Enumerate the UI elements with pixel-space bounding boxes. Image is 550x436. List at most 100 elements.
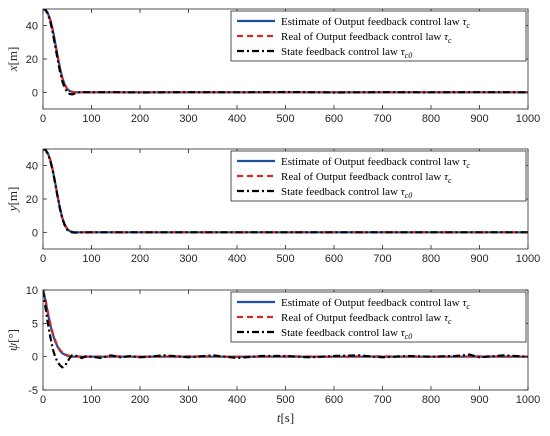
x-tick-label: 100 — [82, 113, 100, 125]
y-tick-label: 40 — [26, 21, 38, 33]
legend-label-subscript: c0 — [405, 51, 413, 60]
legend-label-tau: τ — [462, 297, 467, 309]
legend-label-text: Real of Output feedback control law — [281, 171, 444, 183]
y-axis-label-unit: [°] — [5, 329, 20, 343]
legend-label-subscript: c — [466, 21, 470, 30]
x-axis-label-unit: [s] — [280, 410, 294, 425]
y-axis-label-unit: [m] — [5, 187, 20, 206]
x-tick-label: 800 — [422, 253, 440, 265]
x-tick-label: 700 — [373, 253, 391, 265]
y-axis-label: x[m] — [5, 47, 20, 73]
x-tick-label: 300 — [179, 253, 197, 265]
y-tick-label: 20 — [26, 54, 38, 66]
legend-label-subscript: c — [448, 317, 452, 326]
series-line-3 — [43, 290, 528, 369]
x-tick-label: 100 — [82, 394, 100, 406]
legend-box — [230, 291, 527, 343]
x-tick-label: 0 — [40, 113, 46, 125]
legend-label-text: Estimate of Output feedback control law — [281, 156, 462, 168]
legend-label-tau: τ — [444, 171, 449, 183]
x-tick-label: 400 — [228, 394, 246, 406]
legend-label-subscript: c0 — [405, 191, 413, 200]
x-tick-label: 200 — [131, 394, 149, 406]
subplot-2: 0 100 200 300 400 500 600 700 800 900 1000 0 20 40 y[m… — [5, 148, 540, 265]
series-line-2 — [43, 290, 528, 358]
legend-label-2: Real of Output feedback control law τc — [281, 31, 452, 45]
y-axis-label-var: ψ — [5, 342, 20, 351]
legend-label-tau: τ — [444, 31, 449, 43]
x-tick-label: 700 — [373, 394, 391, 406]
x-tick-label: 900 — [470, 113, 488, 125]
x-tick-label: 800 — [422, 394, 440, 406]
legend-label-subscript: c — [466, 302, 470, 311]
x-tick-label: 700 — [373, 113, 391, 125]
legend-label-text: State feedback control law — [281, 186, 401, 198]
x-tick-label: 500 — [276, 394, 294, 406]
x-tick-label: 600 — [325, 113, 343, 125]
x-tick-label: 200 — [131, 253, 149, 265]
legend-label-text: Real of Output feedback control law — [281, 312, 444, 324]
legend: Estimate of Output feedback control law … — [230, 150, 527, 202]
x-tick-label: 800 — [422, 113, 440, 125]
legend-label-tau: τ — [462, 156, 467, 168]
y-tick-label: 0 — [32, 87, 38, 99]
legend-label-tau: τ — [444, 312, 449, 324]
y-tick-label: 0 — [32, 227, 38, 239]
legend-label-3: State feedback control law τc0 — [281, 327, 412, 341]
legend-label-text: State feedback control law — [281, 46, 401, 58]
y-tick-label: 10 — [26, 285, 38, 297]
y-tick-label: -5 — [28, 385, 38, 397]
subplot-3: 0 100 200 300 400 500 600 700 800 900 1000-50510ψ[… — [5, 285, 540, 425]
legend-label-text: Real of Output feedback control law — [281, 31, 444, 43]
x-tick-label: 1000 — [516, 253, 540, 265]
x-tick-label: 400 — [228, 113, 246, 125]
legend-label-1: Estimate of Output feedback control law … — [281, 156, 470, 170]
y-axis-label-unit: [m] — [5, 47, 20, 66]
legend-label-2: Real of Output feedback control law τc — [281, 312, 452, 326]
x-tick-label: 500 — [276, 113, 294, 125]
series-line-3 — [43, 149, 528, 234]
x-tick-label: 600 — [325, 253, 343, 265]
y-axis-label-var: y — [5, 205, 20, 213]
subplot-1: 0 100 200 300 400 500 600 700 800 900 1000 0 20 40 x[m… — [5, 8, 540, 125]
x-tick-label: 300 — [179, 113, 197, 125]
x-axis-label-var: t — [277, 410, 281, 425]
x-tick-label: 400 — [228, 253, 246, 265]
x-tick-label: 900 — [470, 253, 488, 265]
x-tick-label: 0 — [40, 253, 46, 265]
x-tick-label: 100 — [82, 253, 100, 265]
legend-label-3: State feedback control law τc0 — [281, 46, 412, 60]
x-tick-label: 200 — [131, 113, 149, 125]
legend-label-text: Estimate of Output feedback control law — [281, 16, 462, 28]
legend-label-tau: τ — [401, 327, 406, 339]
y-axis-label-var: x — [5, 65, 20, 72]
legend-label-tau: τ — [401, 186, 406, 198]
x-tick-label: 1000 — [516, 113, 540, 125]
x-tick-label: 300 — [179, 394, 197, 406]
legend-label-subscript: c — [448, 176, 452, 185]
x-tick-label: 0 — [40, 394, 46, 406]
legend: Estimate of Output feedback control law … — [230, 291, 527, 343]
legend-box — [230, 10, 527, 62]
legend-label-subscript: c0 — [405, 332, 413, 341]
x-tick-label: 1000 — [516, 394, 540, 406]
legend-box — [230, 150, 527, 202]
legend-label-3: State feedback control law τc0 — [281, 186, 412, 200]
legend-label-subscript: c — [448, 36, 452, 45]
legend-label-2: Real of Output feedback control law τc — [281, 171, 452, 185]
y-tick-label: 0 — [32, 352, 38, 364]
legend-label-tau: τ — [462, 16, 467, 28]
legend-label-text: State feedback control law — [281, 327, 401, 339]
x-tick-label: 600 — [325, 394, 343, 406]
legend-label-1: Estimate of Output feedback control law … — [281, 16, 470, 30]
y-axis-label: ψ[°] — [5, 329, 20, 351]
series-line-3 — [43, 9, 528, 96]
x-axis-label: t[s] — [277, 410, 294, 425]
y-tick-label: 20 — [26, 194, 38, 206]
y-tick-label: 5 — [32, 318, 38, 330]
y-axis-label: y[m] — [5, 187, 20, 214]
legend-label-text: Estimate of Output feedback control law — [281, 297, 462, 309]
x-tick-label: 900 — [470, 394, 488, 406]
legend-label-subscript: c — [466, 161, 470, 170]
